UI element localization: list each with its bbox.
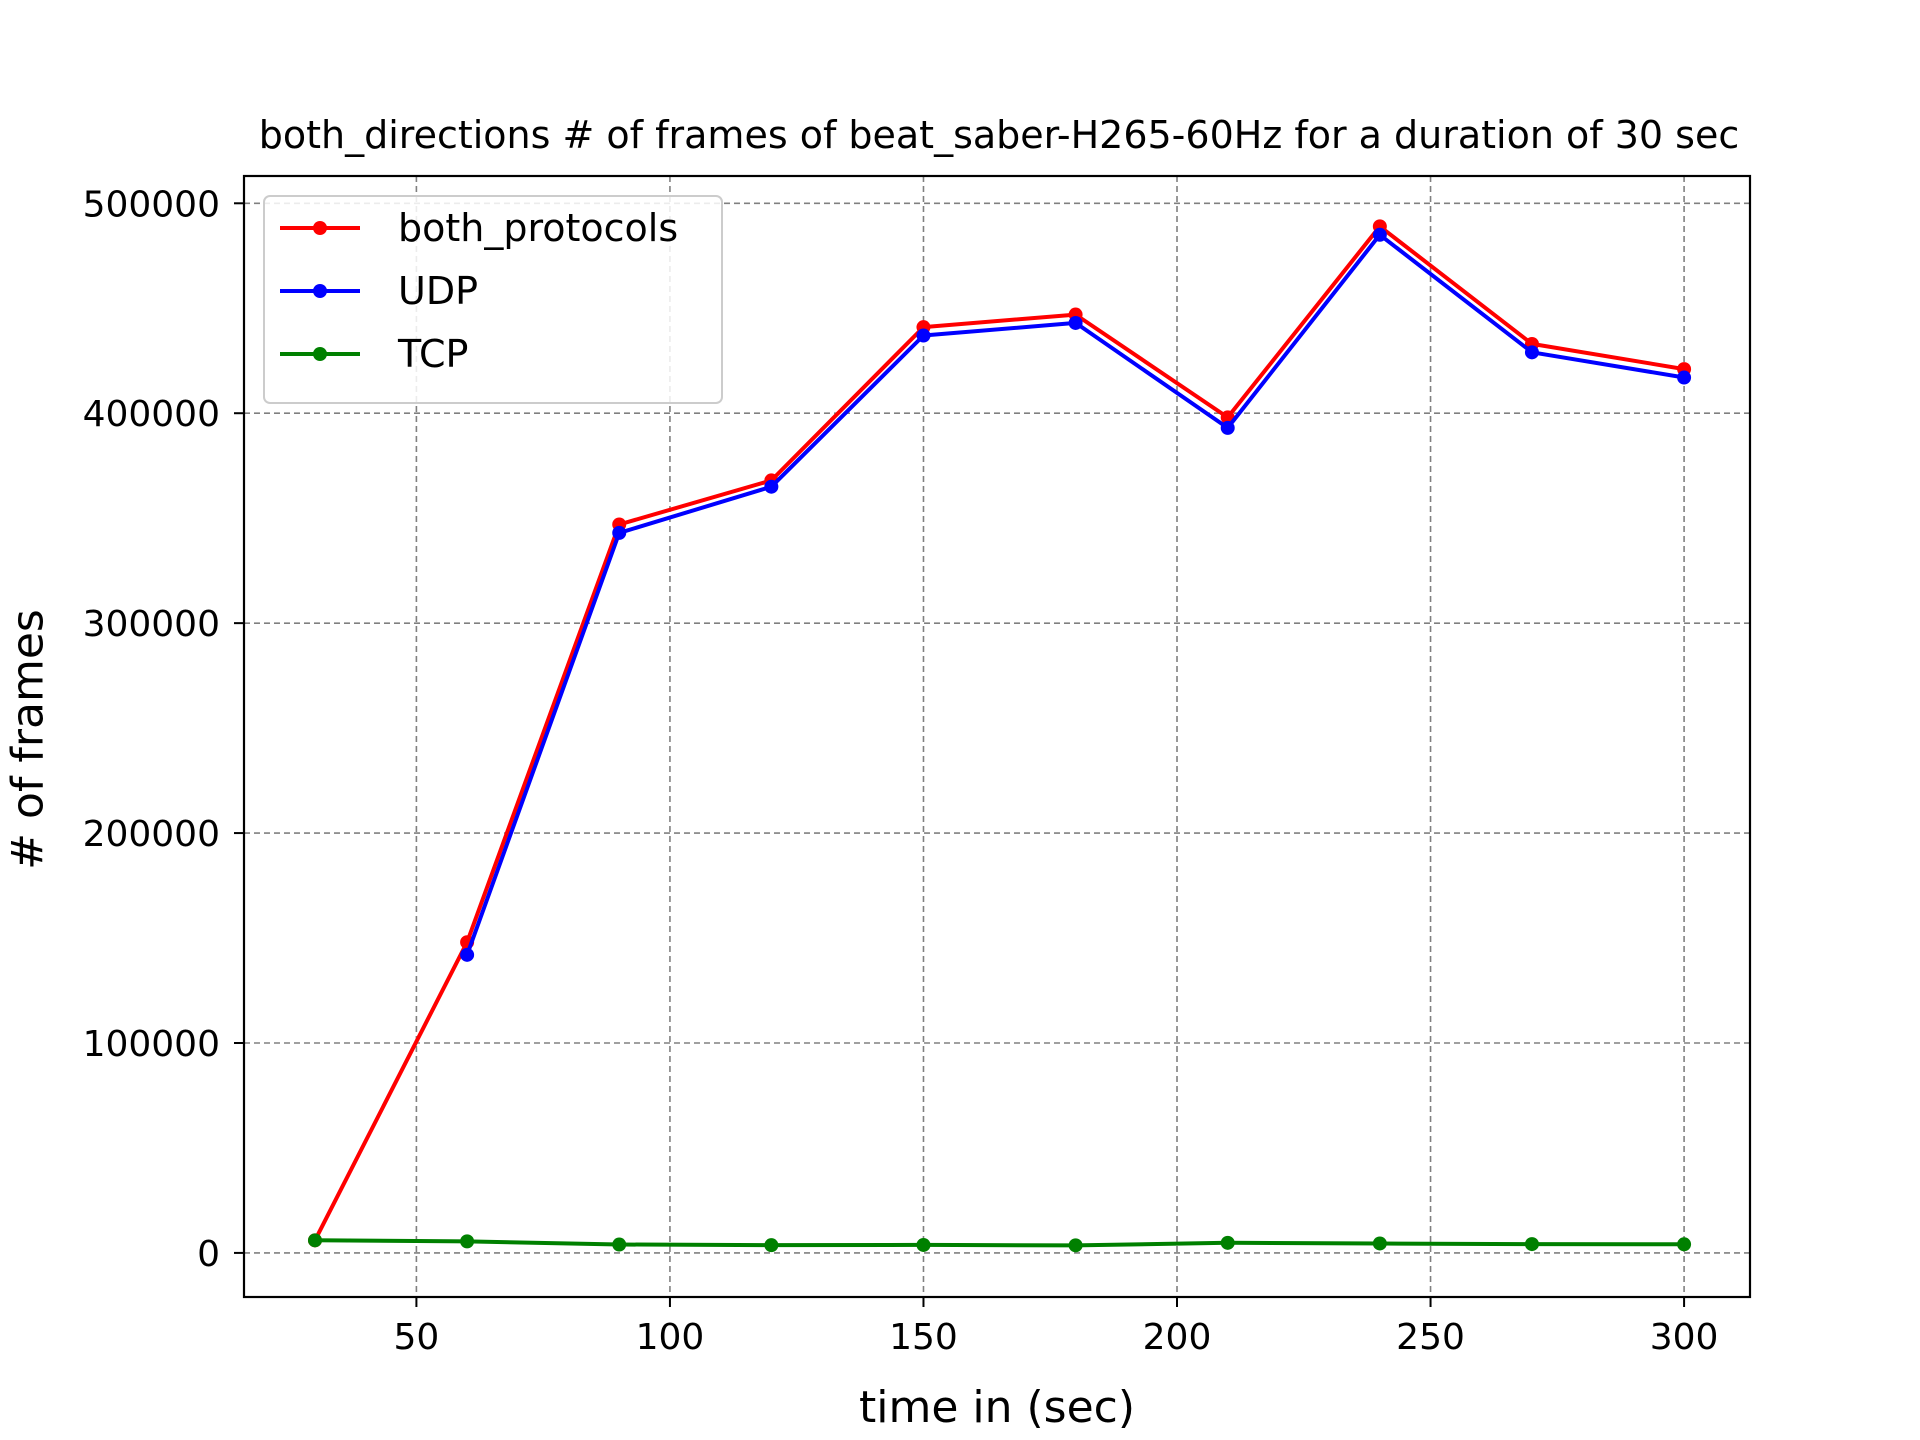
y-tick-label: 200000 bbox=[83, 814, 220, 855]
data-point bbox=[1372, 227, 1387, 242]
data-point bbox=[916, 328, 931, 343]
data-point bbox=[1068, 315, 1083, 330]
y-tick-label: 400000 bbox=[83, 394, 220, 435]
x-axis-label: time in (sec) bbox=[859, 1382, 1135, 1433]
data-point bbox=[1068, 1238, 1083, 1253]
data-point bbox=[1372, 1236, 1387, 1251]
legend-item: both_protocols bbox=[280, 206, 678, 250]
series-line bbox=[313, 224, 1685, 1242]
series-tcp bbox=[307, 1233, 1692, 1253]
x-tick-label: 250 bbox=[1396, 1317, 1465, 1358]
x-tick-label: 200 bbox=[1143, 1317, 1212, 1358]
data-point bbox=[612, 1237, 627, 1252]
series-line bbox=[314, 1238, 1685, 1248]
data-point bbox=[764, 479, 779, 494]
legend-swatch-marker bbox=[313, 284, 327, 298]
y-tick-label: 100000 bbox=[83, 1024, 220, 1065]
y-tick-label: 0 bbox=[197, 1234, 220, 1275]
chart-title: both_directions # of frames of beat_sabe… bbox=[259, 113, 1739, 157]
series-udp bbox=[460, 227, 1692, 962]
y-axis-ticks: 0 100000 200000 300000 400000 500000 bbox=[83, 184, 244, 1275]
data-point bbox=[764, 1238, 779, 1253]
data-point bbox=[612, 525, 627, 540]
legend-label: UDP bbox=[398, 269, 478, 313]
legend-swatch-marker bbox=[313, 347, 327, 361]
y-tick-label: 300000 bbox=[83, 604, 220, 645]
data-point bbox=[460, 1234, 475, 1249]
data-point bbox=[1220, 1235, 1235, 1250]
legend: both_protocols UDP TCP bbox=[263, 195, 723, 404]
plot-area-frame bbox=[242, 174, 1752, 1299]
data-point bbox=[1677, 1237, 1692, 1252]
legend-label: both_protocols bbox=[398, 206, 678, 250]
grid-lines bbox=[244, 176, 1750, 1297]
legend-swatch-marker bbox=[313, 221, 327, 235]
data-point bbox=[1677, 370, 1692, 385]
legend-item: TCP bbox=[280, 332, 468, 376]
data-point bbox=[916, 1237, 931, 1252]
data-point bbox=[1524, 345, 1539, 360]
y-tick-label: 500000 bbox=[83, 184, 220, 225]
series-layer bbox=[307, 219, 1692, 1253]
legend-item: UDP bbox=[280, 269, 478, 313]
x-tick-label: 300 bbox=[1650, 1317, 1719, 1358]
data-point bbox=[1524, 1237, 1539, 1252]
y-axis-label: # of frames bbox=[3, 609, 54, 870]
data-point bbox=[460, 947, 475, 962]
legend-box bbox=[263, 195, 723, 404]
x-tick-label: 100 bbox=[636, 1317, 705, 1358]
x-tick-label: 150 bbox=[889, 1317, 958, 1358]
data-point bbox=[307, 1233, 322, 1248]
x-tick-label: 50 bbox=[393, 1317, 439, 1358]
x-axis-ticks: 50 100 150 200 250 300 bbox=[393, 1297, 1718, 1358]
legend-label: TCP bbox=[397, 332, 468, 376]
data-point bbox=[1220, 420, 1235, 435]
